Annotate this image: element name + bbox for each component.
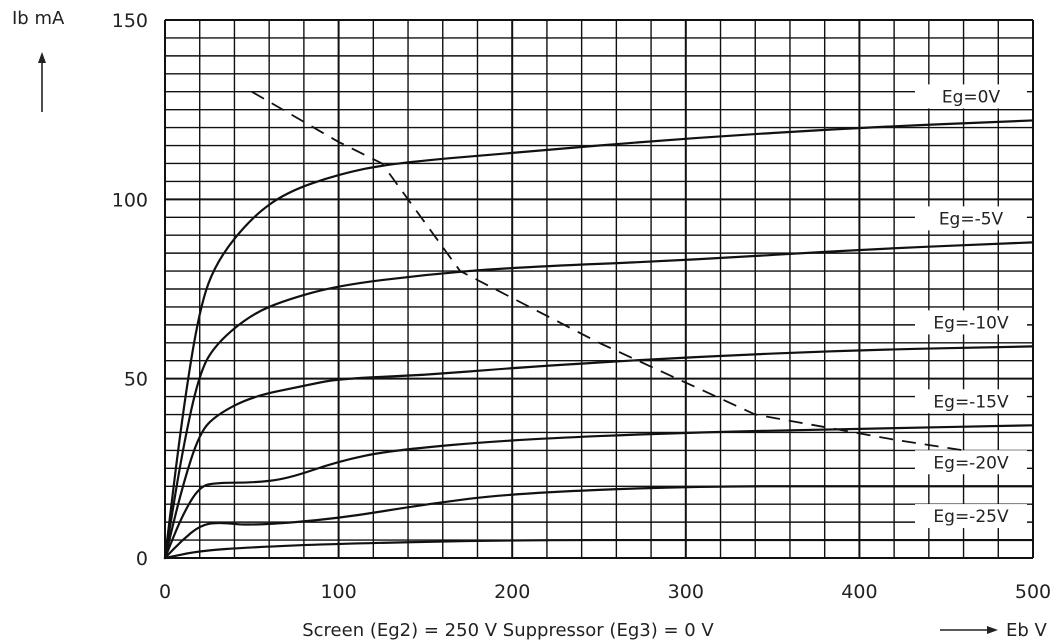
series-label: Eg=-25V	[933, 507, 1009, 527]
x-tick-label: 500	[1015, 581, 1051, 603]
tick-labels: 0 100 200 300 400 500 0 50 100 150	[112, 10, 1051, 603]
series-curve	[163, 119, 1035, 560]
y-tick-label: 0	[136, 548, 148, 570]
x-tick-label: 200	[494, 581, 530, 603]
series-label: Eg=-20V	[933, 453, 1009, 473]
series-curve	[163, 485, 1035, 560]
y-tick-label: 150	[112, 10, 148, 32]
x-axis-unit-label: Eb V	[1006, 620, 1048, 641]
x-axis-arrow	[940, 626, 998, 634]
series-curve	[163, 241, 1035, 560]
y-axis-label: Ib mA	[12, 8, 65, 29]
x-tick-label: 300	[668, 581, 704, 603]
series-label: Eg=0V	[942, 87, 1001, 107]
series-label: Eg=-15V	[933, 392, 1009, 412]
x-tick-label: 400	[841, 581, 877, 603]
x-tick-label: 100	[320, 581, 356, 603]
series-label-background	[915, 450, 1027, 475]
series-curve	[163, 538, 1035, 560]
series-label: Eg=-10V	[933, 313, 1009, 333]
y-tick-label: 100	[112, 189, 148, 211]
series-curve	[163, 424, 1035, 560]
y-axis-arrow	[38, 52, 46, 112]
series-label-background	[915, 84, 1027, 109]
series-label-background	[915, 206, 1027, 231]
y-tick-label: 50	[124, 369, 148, 391]
series-curve	[163, 345, 1035, 560]
series-label-background	[915, 504, 1027, 529]
x-tick-label: 0	[159, 581, 171, 603]
grid	[164, 19, 1034, 559]
series-curves	[163, 119, 1035, 560]
series-label: Eg=-5V	[939, 209, 1004, 229]
series-labels: Eg=0V Eg=-5V Eg=-10V Eg=-15V Eg=-20V Eg=-25V	[915, 84, 1027, 529]
series-label-background	[915, 389, 1027, 414]
series-label-background	[915, 310, 1027, 335]
x-axis-label: Screen (Eg2) = 250 V Suppressor (Eg3) = …	[302, 620, 714, 641]
